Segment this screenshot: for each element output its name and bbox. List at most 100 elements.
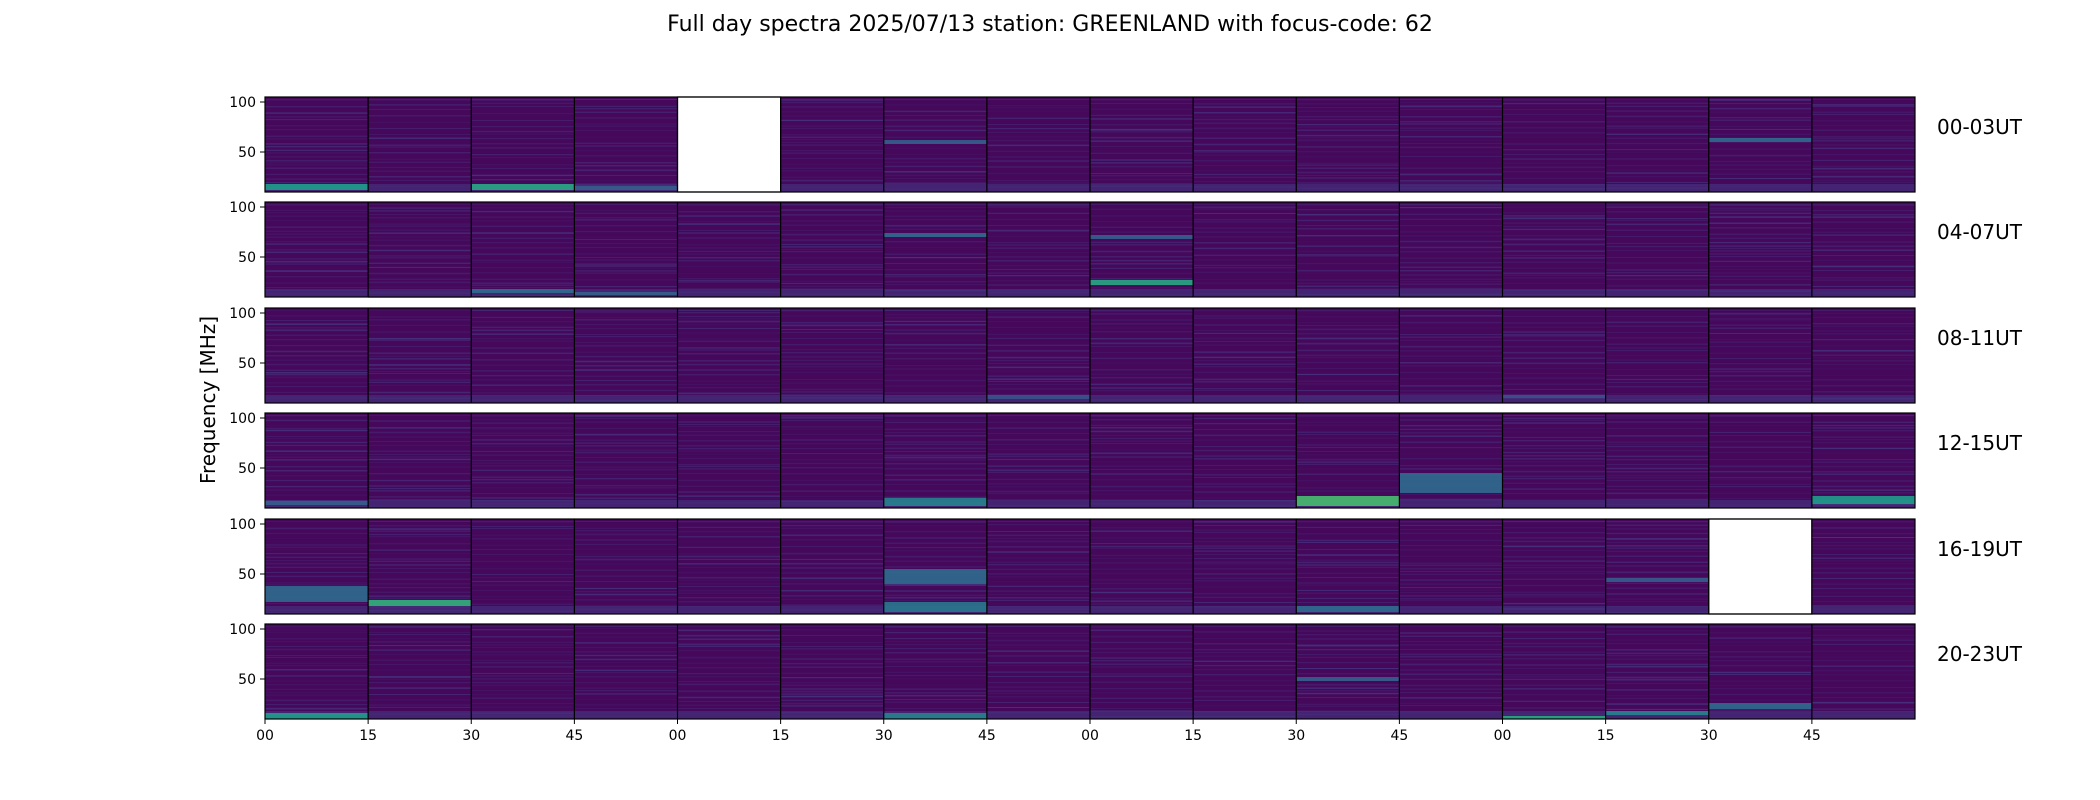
noise-line [574, 108, 678, 110]
noise-line [1708, 265, 1812, 268]
noise-line [1811, 542, 1915, 543]
panel-background [574, 413, 678, 508]
noise-line [265, 429, 369, 432]
noise-line [368, 528, 472, 530]
noise-line [1811, 385, 1915, 387]
noise-line [1605, 565, 1709, 567]
noise-line [883, 644, 987, 646]
noise-line [780, 266, 884, 269]
noise-line [471, 241, 575, 244]
noise-line [780, 338, 884, 340]
noise-line [677, 277, 781, 280]
noise-line [1090, 540, 1194, 542]
noise-line [986, 156, 1090, 158]
noise-line [471, 370, 575, 372]
noise-line [1708, 125, 1812, 128]
spectrum-panel [1605, 624, 1709, 719]
noise-line [265, 181, 369, 184]
noise-line [986, 580, 1090, 582]
noise-line [780, 473, 884, 475]
x-tick-label: 45 [978, 728, 996, 744]
noise-line [471, 697, 575, 699]
noise-line [471, 469, 575, 471]
noise-line [780, 324, 884, 327]
noise-line [1811, 533, 1915, 535]
noise-line [1399, 447, 1503, 449]
noise-line [368, 310, 472, 311]
noise-line [1399, 669, 1503, 671]
noise-line [1193, 705, 1297, 707]
noise-line [1605, 694, 1709, 696]
noise-line [368, 564, 472, 566]
noise-line [1708, 685, 1812, 687]
spectrum-panel [1193, 519, 1297, 615]
noise-line [368, 626, 472, 628]
noise-line [1193, 271, 1297, 273]
noise-line [1708, 339, 1812, 341]
spectrum-panel [1399, 97, 1503, 192]
noise-line [780, 672, 884, 674]
noise-line [883, 240, 987, 243]
noise-line [780, 179, 884, 182]
noise-line [265, 688, 369, 690]
noise-line [1605, 455, 1709, 458]
noise-line [1399, 587, 1503, 589]
noise-line [1090, 588, 1194, 590]
noise-line [1193, 206, 1297, 208]
row-time-label: 08-11UT [1937, 326, 2023, 350]
noise-line [1502, 560, 1606, 562]
noise-line [574, 336, 678, 338]
noise-line [1399, 579, 1503, 581]
noise-line [986, 449, 1090, 450]
noise-line [265, 339, 369, 341]
noise-line [1605, 538, 1709, 540]
noise-line [1502, 549, 1606, 551]
noise-line [1399, 571, 1503, 572]
noise-line [1811, 461, 1915, 463]
noise-line [1296, 541, 1400, 544]
noise-line [1811, 548, 1915, 550]
noise-line [1708, 368, 1812, 370]
noise-line [265, 572, 369, 574]
noise-line [1708, 204, 1812, 206]
spectrum-panel [780, 413, 884, 508]
spectral-feature [471, 289, 575, 293]
noise-line [1605, 521, 1709, 523]
noise-line [1399, 349, 1503, 352]
noise-line [1193, 330, 1297, 331]
noise-line [780, 356, 884, 358]
noise-line [883, 339, 987, 341]
noise-line [883, 219, 987, 221]
noise-line [780, 213, 884, 216]
noise-line [1193, 387, 1297, 390]
noise-line [883, 638, 987, 640]
panel-background [471, 308, 575, 403]
noise-line [780, 604, 884, 606]
noise-line [780, 310, 884, 312]
noise-line [1811, 656, 1915, 658]
noise-line [986, 247, 1090, 249]
low-band [1399, 500, 1503, 508]
noise-line [677, 380, 781, 382]
noise-line [471, 528, 575, 529]
noise-line [1090, 161, 1194, 164]
noise-line [574, 360, 678, 363]
noise-line [1502, 339, 1606, 342]
noise-line [1502, 678, 1606, 681]
noise-line [1605, 630, 1709, 632]
noise-line [883, 658, 987, 661]
low-band [780, 711, 884, 719]
noise-line [1193, 381, 1297, 383]
noise-line [780, 359, 884, 361]
spectrum-panel [574, 624, 678, 719]
noise-line [883, 665, 987, 668]
low-band [1193, 395, 1297, 403]
noise-line [1399, 372, 1503, 374]
x-tick-label: 00 [669, 728, 687, 744]
noise-line [574, 433, 678, 436]
noise-line [574, 162, 678, 164]
low-band [1090, 395, 1194, 403]
noise-line [1502, 99, 1606, 101]
noise-line [1502, 383, 1606, 385]
panel-background [1811, 519, 1915, 614]
